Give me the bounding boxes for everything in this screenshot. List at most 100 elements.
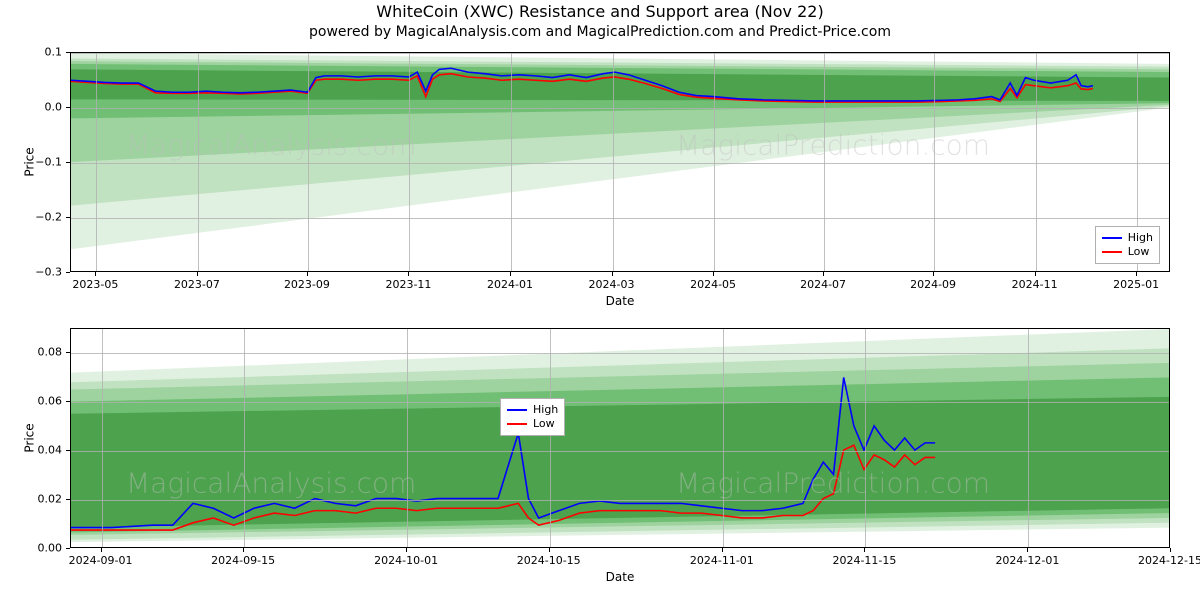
legend-swatch-low xyxy=(507,423,527,425)
gridline-h xyxy=(71,353,1169,354)
gridline-v xyxy=(198,53,199,271)
ytick-mark xyxy=(66,352,70,353)
legend-swatch-low xyxy=(1102,251,1122,253)
xtick-label: 2024-09-15 xyxy=(211,554,275,567)
xtick-mark xyxy=(713,272,714,276)
xtick-mark xyxy=(510,272,511,276)
gridline-h xyxy=(71,163,1169,164)
xtick-label: 2024-03 xyxy=(589,278,635,291)
xtick-mark xyxy=(406,548,407,552)
gridline-h xyxy=(71,53,1169,54)
xtick-mark xyxy=(612,272,613,276)
ytick-mark xyxy=(66,52,70,53)
gridline-v xyxy=(934,53,935,271)
chart-title: WhiteCoin (XWC) Resistance and Support a… xyxy=(0,2,1200,21)
ytick-mark xyxy=(66,401,70,402)
xtick-label: 2023-05 xyxy=(72,278,118,291)
legend-item-low: Low xyxy=(1102,245,1153,259)
gridline-h xyxy=(71,218,1169,219)
xtick-label: 2024-12-01 xyxy=(995,554,1059,567)
gridline-v xyxy=(409,53,410,271)
xtick-mark xyxy=(823,272,824,276)
top-legend: High Low xyxy=(1095,226,1160,264)
watermark-text: MagicalAnalysis.com xyxy=(126,467,416,500)
xtick-label: 2024-09-01 xyxy=(69,554,133,567)
gridline-v xyxy=(723,329,724,547)
xtick-mark xyxy=(549,548,550,552)
bottom-legend: High Low xyxy=(500,398,565,436)
xtick-mark xyxy=(197,272,198,276)
ytick-label: −0.1 xyxy=(35,156,62,169)
xtick-label: 2024-05 xyxy=(690,278,736,291)
watermark-text: MagicalAnalysis.com xyxy=(126,129,416,162)
ytick-label: 0.08 xyxy=(38,346,63,359)
gridline-h xyxy=(71,451,1169,452)
xtick-label: 2024-10-01 xyxy=(374,554,438,567)
xtick-label: 2024-11-01 xyxy=(690,554,754,567)
xtick-label: 2024-12-15 xyxy=(1138,554,1200,567)
top-plot-svg xyxy=(71,53,1169,271)
ytick-label: 0.04 xyxy=(38,444,63,457)
gridline-v xyxy=(102,329,103,547)
gridline-h xyxy=(71,108,1169,109)
support-resistance-band xyxy=(71,397,1169,528)
bottom-xlabel: Date xyxy=(70,570,1170,584)
xtick-label: 2024-10-15 xyxy=(517,554,581,567)
gridline-v xyxy=(1036,53,1037,271)
xtick-mark xyxy=(722,548,723,552)
gridline-v xyxy=(714,53,715,271)
watermark-text: MagicalPrediction.com xyxy=(676,467,990,500)
xtick-mark xyxy=(307,272,308,276)
bottom-axes: Price MagicalAnalysis.comMagicalPredicti… xyxy=(70,328,1170,548)
ytick-label: 0.02 xyxy=(38,493,63,506)
ytick-label: 0.0 xyxy=(45,101,63,114)
xtick-label: 2025-01 xyxy=(1113,278,1159,291)
legend-label-low: Low xyxy=(1128,245,1150,259)
legend-swatch-high xyxy=(1102,237,1122,239)
xtick-mark xyxy=(1035,272,1036,276)
gridline-v xyxy=(511,53,512,271)
xtick-label: 2023-11 xyxy=(385,278,431,291)
figure: WhiteCoin (XWC) Resistance and Support a… xyxy=(0,0,1200,600)
gridline-v xyxy=(96,53,97,271)
gridline-v xyxy=(407,329,408,547)
top-axes: Price MagicalAnalysis.comMagicalPredicti… xyxy=(70,52,1170,272)
xtick-label: 2023-07 xyxy=(174,278,220,291)
xtick-mark xyxy=(933,272,934,276)
xtick-label: 2024-07 xyxy=(800,278,846,291)
ytick-mark xyxy=(66,272,70,273)
gridline-v xyxy=(865,329,866,547)
gridline-v xyxy=(308,53,309,271)
legend-label-high: High xyxy=(1128,231,1153,245)
xtick-mark xyxy=(101,548,102,552)
ytick-label: −0.2 xyxy=(35,211,62,224)
xtick-mark xyxy=(864,548,865,552)
top-xlabel: Date xyxy=(70,294,1170,308)
gridline-v xyxy=(1028,329,1029,547)
gridline-h xyxy=(71,500,1169,501)
legend-label-high: High xyxy=(533,403,558,417)
xtick-mark xyxy=(408,272,409,276)
ytick-mark xyxy=(66,450,70,451)
ytick-mark xyxy=(66,548,70,549)
bottom-plot-svg xyxy=(71,329,1169,547)
ytick-mark xyxy=(66,107,70,108)
xtick-mark xyxy=(1027,548,1028,552)
ytick-label: 0.06 xyxy=(38,395,63,408)
xtick-mark xyxy=(95,272,96,276)
ytick-mark xyxy=(66,217,70,218)
ytick-mark xyxy=(66,162,70,163)
ytick-mark xyxy=(66,499,70,500)
legend-item-high: High xyxy=(507,403,558,417)
legend-item-high: High xyxy=(1102,231,1153,245)
bottom-ylabel: Price xyxy=(20,328,40,548)
gridline-v xyxy=(550,329,551,547)
gridline-h xyxy=(71,402,1169,403)
gridline-v xyxy=(824,53,825,271)
watermark-text: MagicalPrediction.com xyxy=(676,129,990,162)
gridline-v xyxy=(244,329,245,547)
top-plot-area: MagicalAnalysis.com MagicalPrediction.com xyxy=(70,52,1170,272)
bottom-plot-area: MagicalAnalysis.com MagicalPrediction.com xyxy=(70,328,1170,548)
xtick-mark xyxy=(1170,548,1171,552)
ytick-label: −0.3 xyxy=(35,266,62,279)
